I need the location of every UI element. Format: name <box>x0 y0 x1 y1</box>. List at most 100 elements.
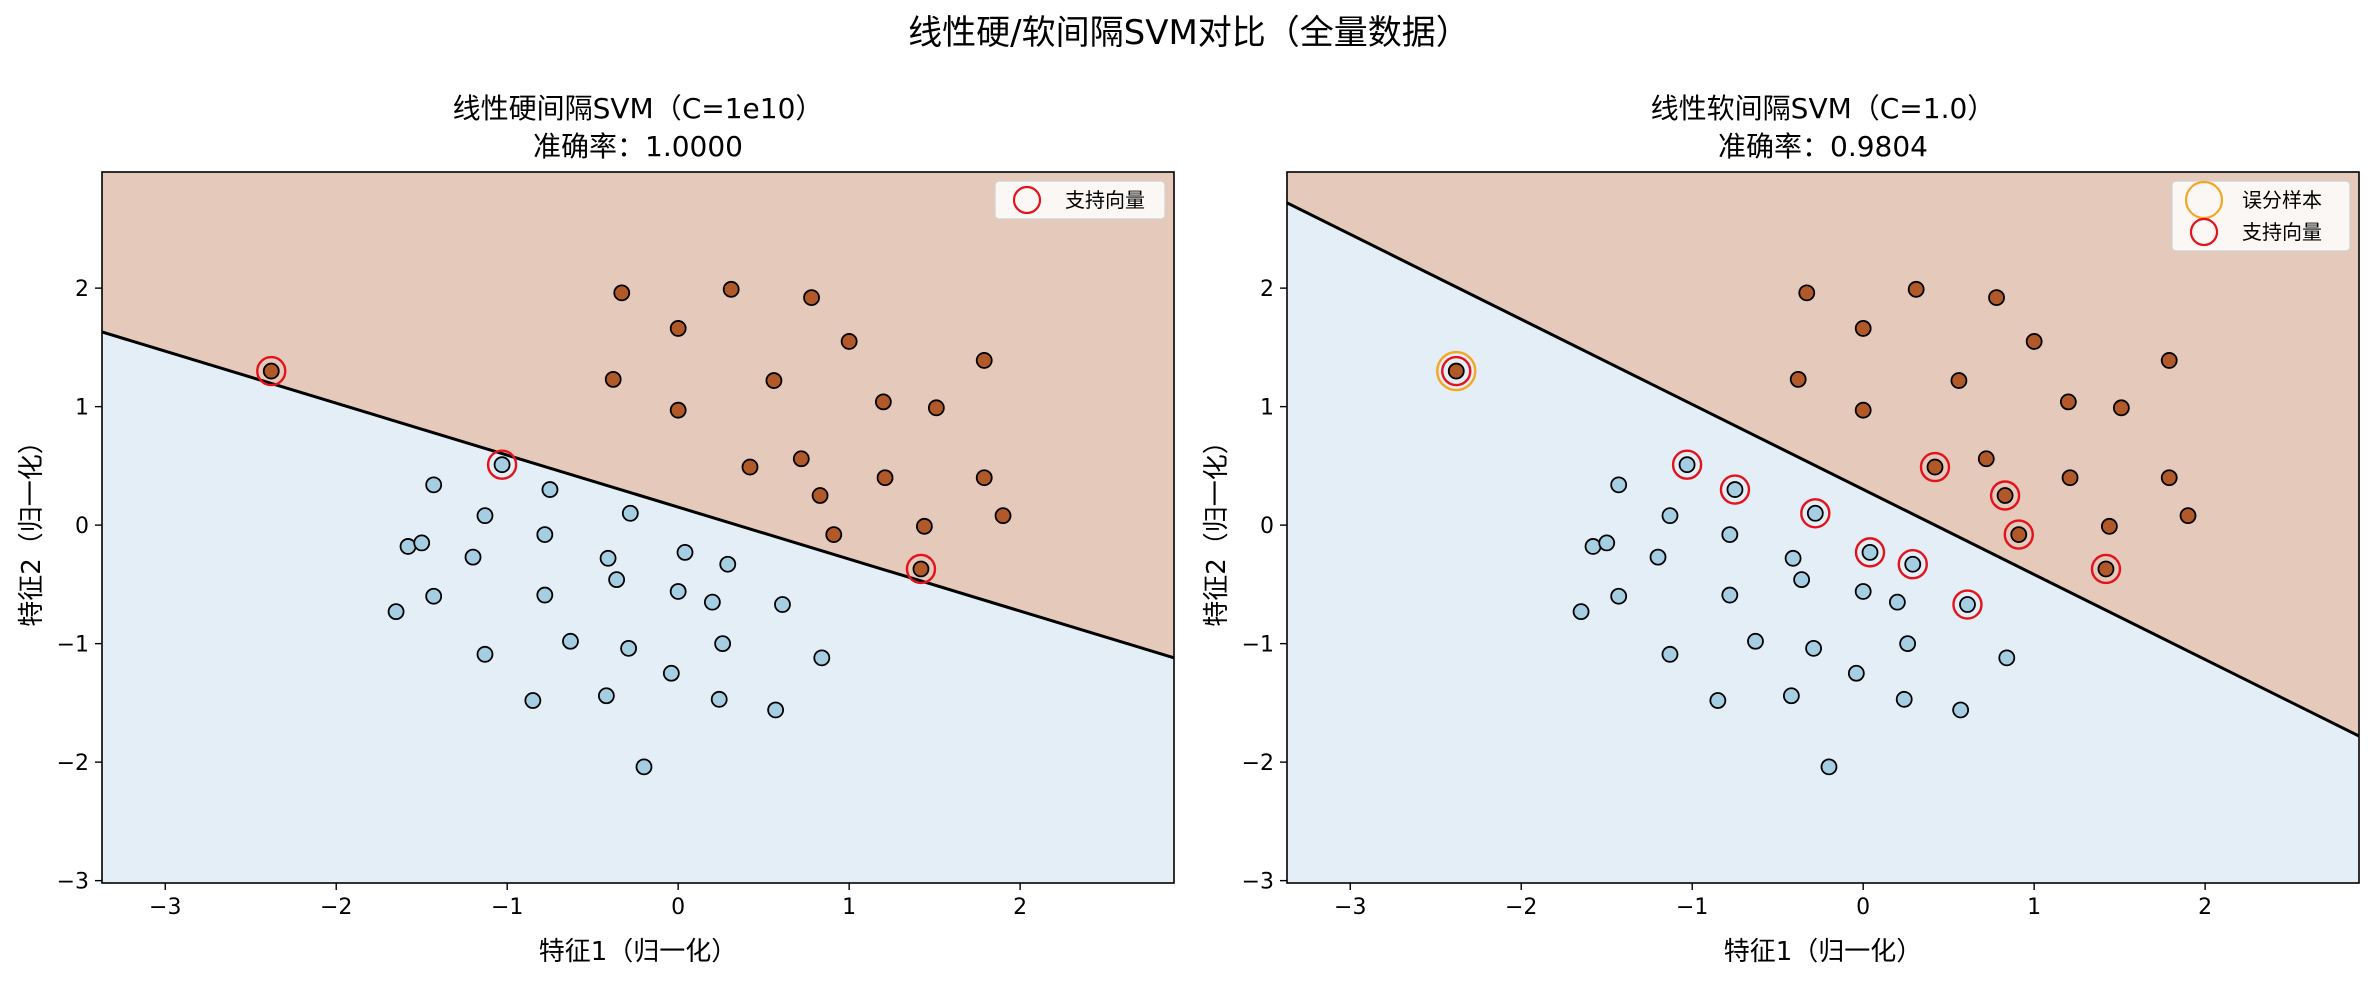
class1-point <box>2061 469 2079 487</box>
axes-frame <box>101 171 1175 884</box>
class1-point <box>1447 362 1465 380</box>
class1-point <box>765 372 783 389</box>
class1-point <box>1854 401 1872 419</box>
class1-point <box>2179 507 2197 525</box>
y-tick-label: 2 <box>75 277 89 302</box>
hard-margin-panel: −3 −2 −1 0 1 2 −3 −2 −1 0 1 2 线性硬间隔SVM（C=1e10） 准确率：1.… <box>17 92 1175 967</box>
class0-point <box>1610 476 1628 494</box>
legend-support-vector-marker <box>1012 185 1042 215</box>
axes-frame <box>1286 171 2360 884</box>
class0-point <box>1721 586 1739 604</box>
y-tick-label: 0 <box>75 514 89 539</box>
class0-point <box>774 596 791 613</box>
class1-point <box>1996 487 2014 504</box>
y-tick-label: 1 <box>75 396 89 421</box>
y-tick-label: −1 <box>57 633 89 658</box>
support-vector-marker <box>905 553 937 585</box>
class1-point <box>2097 560 2115 578</box>
class1-point <box>669 320 687 337</box>
class1-point <box>792 450 810 468</box>
support-vector-marker <box>1952 589 1983 620</box>
class0-point <box>1726 481 1744 498</box>
class0-point <box>1805 639 1822 657</box>
class0-point <box>536 526 554 544</box>
class1-point <box>2010 526 2028 544</box>
class0-point <box>1784 549 1802 567</box>
x-tick-label: −2 <box>1505 895 1537 920</box>
class1-point <box>912 560 930 578</box>
legend-support-vector-marker <box>2189 217 2219 247</box>
panel-title: 线性软间隔SVM（C=1.0） <box>1651 92 1996 125</box>
class0-point <box>1888 593 1906 611</box>
class0-point <box>476 507 494 525</box>
support-vector-marker <box>486 449 518 480</box>
class0-point <box>662 664 680 682</box>
y-tick-label: −2 <box>57 751 89 776</box>
class1-point <box>1798 284 1816 302</box>
class1-point <box>2059 393 2077 411</box>
support-vector-marker <box>1800 498 1831 529</box>
class1-point <box>1854 320 1872 337</box>
x-tick-label: 0 <box>1856 895 1870 920</box>
class0-point <box>493 456 511 474</box>
class0-point <box>399 538 417 555</box>
legend-label: 支持向量 <box>2242 220 2322 244</box>
class1-point <box>927 399 945 417</box>
legend-box <box>994 180 1166 220</box>
x-tick-label: −1 <box>491 895 523 920</box>
class0-point <box>1959 596 1976 613</box>
x-tick-label: −2 <box>320 895 352 920</box>
class0-point <box>1610 587 1628 605</box>
class0-point <box>635 758 653 776</box>
x-tick-label: 0 <box>671 895 685 920</box>
x-axis-label: 特征1（归一化） <box>539 937 738 967</box>
class0-point <box>1721 526 1739 544</box>
class1-point <box>2160 469 2178 487</box>
class0-region <box>102 331 1174 883</box>
x-tick-label: 2 <box>2198 895 2212 920</box>
class1-point <box>2112 399 2130 417</box>
class0-point <box>541 481 559 498</box>
class1-point <box>741 458 759 476</box>
panel-title: 线性硬间隔SVM（C=1e10） <box>453 92 824 125</box>
class0-point <box>1793 571 1811 589</box>
class1-region <box>102 172 1174 658</box>
support-vector-marker <box>256 355 287 387</box>
class0-point <box>1598 534 1616 552</box>
class1-point <box>975 352 993 369</box>
class0-point <box>710 690 728 708</box>
class0-point <box>1678 456 1696 474</box>
class0-point <box>1899 635 1917 653</box>
class1-point <box>876 469 894 487</box>
y-tick-label: −3 <box>57 870 89 895</box>
class0-point <box>608 571 626 589</box>
class0-point <box>599 549 617 567</box>
panel-accuracy: 准确率：1.0000 <box>533 130 743 163</box>
class0-point <box>767 701 785 719</box>
class1-point <box>2160 352 2178 369</box>
support-vector-marker <box>2090 553 2122 585</box>
class0-point <box>1649 548 1667 566</box>
x-axis-label: 特征1（归一化） <box>1724 937 1923 967</box>
class0-point <box>1847 664 1865 682</box>
class0-point <box>1854 583 1872 600</box>
class0-point <box>597 687 615 705</box>
class1-point <box>669 401 687 419</box>
class0-point <box>1584 538 1602 555</box>
class0-point <box>1806 504 1824 522</box>
class0-point <box>1998 649 2016 667</box>
misclassified-marker <box>1436 350 1477 392</box>
class1-point <box>811 487 829 504</box>
support-vector-marker <box>1989 480 2021 511</box>
y-tick-label: 0 <box>1260 514 1274 539</box>
class1-point <box>1977 450 1995 468</box>
support-vector-marker <box>1719 474 1751 505</box>
class0-point <box>1861 543 1879 561</box>
class1-point <box>613 284 631 302</box>
class1-point <box>2025 333 2043 350</box>
support-vector-marker <box>2003 519 2034 550</box>
legend-label: 误分样本 <box>2242 188 2322 212</box>
legend-label: 支持向量 <box>1065 188 1145 212</box>
